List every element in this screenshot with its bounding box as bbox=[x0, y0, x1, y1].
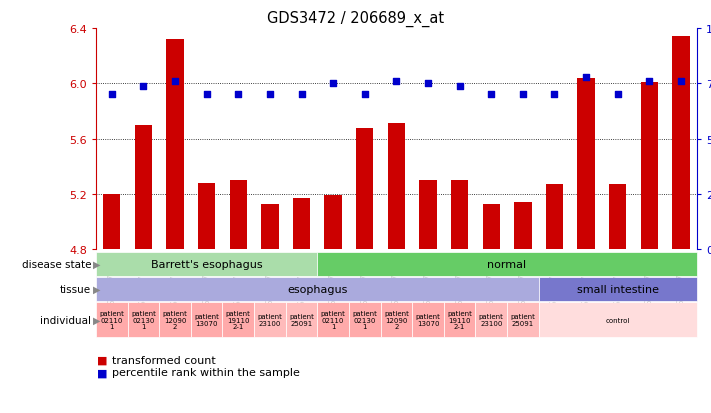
Bar bbox=[356, 128, 373, 250]
Text: disease state: disease state bbox=[21, 259, 91, 269]
Bar bbox=[641, 83, 658, 250]
Text: tissue: tissue bbox=[60, 284, 91, 294]
Text: percentile rank within the sample: percentile rank within the sample bbox=[112, 368, 299, 377]
Bar bbox=[134, 126, 152, 250]
Text: patient
02110
1: patient 02110 1 bbox=[321, 311, 346, 329]
Bar bbox=[546, 185, 563, 250]
Point bbox=[106, 92, 117, 98]
Point bbox=[328, 81, 339, 88]
Point bbox=[390, 78, 402, 85]
Text: patient
02110
1: patient 02110 1 bbox=[100, 311, 124, 329]
Point bbox=[675, 78, 687, 85]
Bar bbox=[103, 195, 120, 250]
Text: individual: individual bbox=[40, 315, 91, 325]
Text: patient
19110
2-1: patient 19110 2-1 bbox=[226, 311, 251, 329]
Bar bbox=[230, 181, 247, 250]
Text: patient
02130
1: patient 02130 1 bbox=[131, 311, 156, 329]
Point bbox=[264, 92, 276, 98]
Point bbox=[643, 78, 655, 85]
Text: GDS3472 / 206689_x_at: GDS3472 / 206689_x_at bbox=[267, 10, 444, 26]
Bar bbox=[609, 185, 626, 250]
Text: control: control bbox=[606, 317, 630, 323]
Text: patient
13070: patient 13070 bbox=[194, 313, 219, 326]
Text: patient
25091: patient 25091 bbox=[510, 313, 535, 326]
Point bbox=[169, 78, 181, 85]
Text: ▶: ▶ bbox=[93, 284, 101, 294]
Bar bbox=[673, 37, 690, 250]
Text: ■: ■ bbox=[97, 368, 108, 377]
Text: patient
12090
2: patient 12090 2 bbox=[163, 311, 188, 329]
Point bbox=[580, 74, 592, 81]
Text: Barrett's esophagus: Barrett's esophagus bbox=[151, 259, 262, 269]
Bar bbox=[419, 181, 437, 250]
Bar bbox=[261, 204, 279, 250]
Point bbox=[549, 92, 560, 98]
Bar bbox=[577, 78, 595, 250]
Bar bbox=[483, 204, 500, 250]
Bar bbox=[451, 181, 469, 250]
Point bbox=[138, 83, 149, 90]
Bar bbox=[514, 203, 532, 250]
Point bbox=[359, 92, 370, 98]
Text: patient
12090
2: patient 12090 2 bbox=[384, 311, 409, 329]
Text: patient
23100: patient 23100 bbox=[257, 313, 282, 326]
Text: patient
02130
1: patient 02130 1 bbox=[353, 311, 378, 329]
Point bbox=[422, 81, 434, 88]
Text: small intestine: small intestine bbox=[577, 284, 658, 294]
Point bbox=[486, 92, 497, 98]
Bar bbox=[198, 183, 215, 250]
Point bbox=[612, 92, 624, 98]
Text: patient
13070: patient 13070 bbox=[415, 313, 440, 326]
Text: esophagus: esophagus bbox=[287, 284, 348, 294]
Text: ▶: ▶ bbox=[93, 315, 101, 325]
Text: normal: normal bbox=[488, 259, 527, 269]
Bar bbox=[166, 40, 183, 250]
Text: ▶: ▶ bbox=[93, 259, 101, 269]
Text: ■: ■ bbox=[97, 355, 108, 365]
Bar bbox=[293, 199, 310, 250]
Point bbox=[296, 92, 307, 98]
Text: patient
25091: patient 25091 bbox=[289, 313, 314, 326]
Point bbox=[201, 92, 213, 98]
Text: patient
19110
2-1: patient 19110 2-1 bbox=[447, 311, 472, 329]
Text: transformed count: transformed count bbox=[112, 355, 215, 365]
Bar bbox=[387, 124, 405, 250]
Bar bbox=[324, 196, 342, 250]
Point bbox=[517, 92, 528, 98]
Text: patient
23100: patient 23100 bbox=[479, 313, 503, 326]
Point bbox=[454, 83, 465, 90]
Point bbox=[232, 92, 244, 98]
